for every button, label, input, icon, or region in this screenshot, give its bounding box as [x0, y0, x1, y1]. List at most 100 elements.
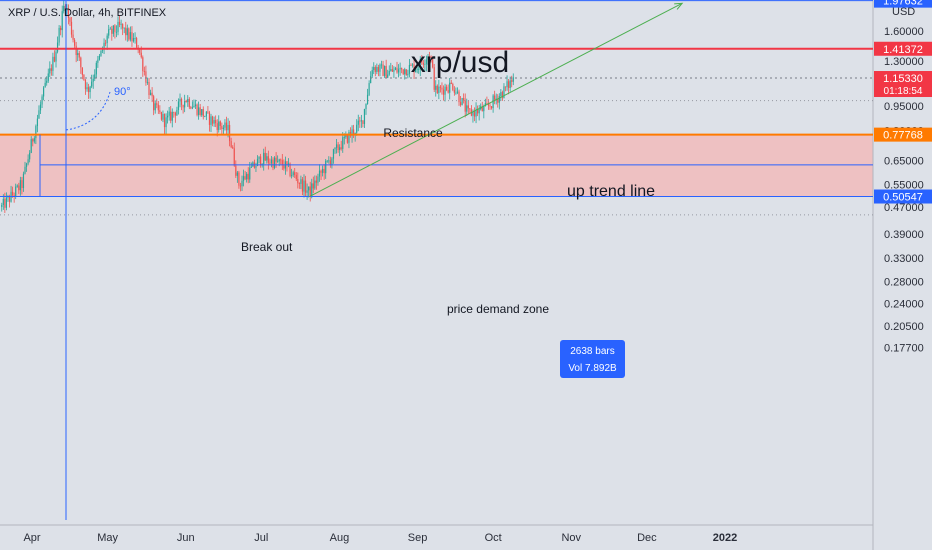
candle-body: [339, 147, 341, 151]
candle: [280, 158, 282, 165]
time-tick-label: Aug: [330, 532, 350, 544]
candle-body: [357, 120, 359, 125]
candle-body: [430, 56, 432, 58]
candle: [362, 120, 364, 128]
candle: [249, 161, 251, 183]
candle: [244, 170, 246, 181]
candle: [47, 68, 49, 83]
candle: [201, 108, 203, 117]
candle-body: [215, 120, 217, 124]
currency-label: USD: [892, 6, 915, 18]
candle: [230, 137, 232, 149]
candle-body: [294, 172, 296, 175]
resistance-label: Resistance: [383, 126, 443, 140]
candle-body: [384, 65, 386, 76]
candle-body: [55, 51, 57, 62]
candle-body: [311, 183, 313, 196]
candle-body: [128, 28, 130, 40]
candle: [509, 76, 511, 92]
candle: [469, 107, 471, 114]
candle: [32, 138, 34, 147]
price-tick-label: 0.65000: [884, 155, 924, 167]
candle-body: [422, 62, 424, 65]
candle: [371, 66, 373, 79]
candle: [422, 59, 424, 68]
candle-body: [75, 45, 77, 55]
candle: [308, 186, 310, 198]
candle: [382, 60, 384, 77]
candle-body: [304, 180, 307, 193]
candle: [432, 56, 434, 69]
candle-body: [131, 32, 133, 42]
candle: [368, 80, 370, 97]
candle-body: [283, 165, 285, 169]
candle: [444, 83, 446, 102]
candle-body: [53, 56, 56, 62]
candle-body: [382, 64, 384, 76]
candle-body: [472, 111, 474, 116]
candle: [117, 16, 119, 36]
price-tick-label: 0.24000: [884, 299, 924, 311]
candle-body: [219, 121, 221, 126]
candle: [359, 116, 361, 128]
candle-body: [13, 195, 15, 196]
candle: [425, 55, 428, 72]
candle-body: [504, 86, 507, 88]
candle: [348, 129, 350, 149]
candle: [478, 104, 480, 121]
candle: [370, 71, 372, 84]
candle-body: [286, 161, 288, 166]
candle: [356, 119, 358, 136]
candle-body: [410, 64, 412, 66]
candle-body: [122, 23, 124, 29]
candle-body: [497, 98, 499, 103]
candle: [301, 177, 304, 196]
candle-body: [106, 35, 108, 44]
candle-body: [260, 156, 262, 166]
candle-body: [391, 69, 393, 72]
candle-body: [86, 87, 88, 90]
candle: [63, 0, 65, 14]
candle: [295, 171, 297, 182]
candle: [58, 25, 60, 46]
candle: [173, 111, 175, 118]
candle: [174, 111, 176, 123]
candle: [357, 114, 359, 132]
candle-body: [421, 59, 423, 63]
candle: [98, 53, 101, 61]
candle-body: [80, 57, 82, 68]
candle-body: [241, 180, 243, 187]
candle: [184, 94, 186, 113]
candle-body: [511, 80, 513, 82]
candle: [16, 184, 18, 188]
candle-body: [129, 32, 132, 40]
candle-body: [255, 166, 257, 168]
candle: [415, 69, 417, 73]
candle: [165, 113, 167, 135]
candle: [126, 24, 128, 42]
candle-body: [399, 67, 401, 70]
candle: [433, 63, 435, 93]
candle-body: [98, 55, 101, 60]
candle-body: [185, 100, 187, 103]
candle: [335, 139, 338, 154]
candle: [401, 67, 403, 74]
candle-body: [139, 49, 141, 53]
candle: [156, 98, 158, 109]
candles: [1, 0, 514, 213]
candle: [287, 158, 290, 168]
candle: [74, 38, 76, 49]
candle: [95, 60, 97, 79]
candle-body: [425, 59, 428, 65]
candle-body: [44, 82, 46, 88]
candle-body: [446, 86, 448, 90]
candle-body: [486, 103, 488, 104]
time-tick-label: Jul: [254, 532, 268, 544]
candle-body: [303, 180, 305, 192]
candle: [168, 106, 170, 121]
candle-body: [244, 176, 246, 180]
candle: [122, 23, 124, 36]
candle: [238, 170, 240, 189]
candle-body: [501, 92, 504, 99]
